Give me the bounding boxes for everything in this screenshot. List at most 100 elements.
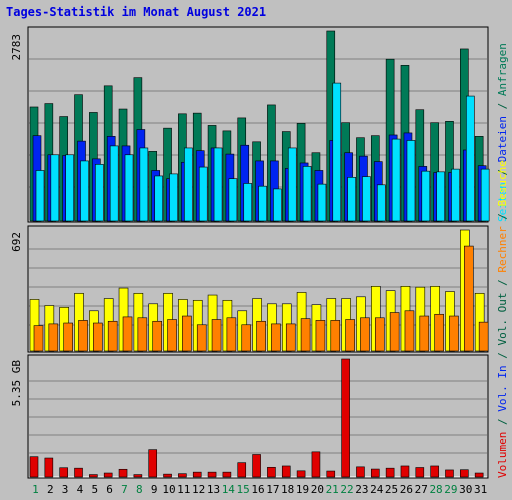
bar-rechner-day-17 bbox=[271, 323, 281, 352]
bar-rechner-day-12 bbox=[196, 324, 207, 352]
bar-seiten-day-14 bbox=[228, 178, 238, 222]
bar-seiten-day-29 bbox=[451, 168, 460, 222]
bar-seiten-day-16 bbox=[258, 185, 267, 222]
xtick-day-13: 13 bbox=[207, 483, 220, 496]
bar-volumen-day-31 bbox=[474, 472, 484, 478]
bar-volumen-day-8 bbox=[133, 474, 143, 478]
bar-volumen-day-2 bbox=[44, 457, 54, 478]
bar-volumen-day-29 bbox=[445, 469, 454, 478]
lower-legend: Volumen / Vol. In / Vol. Out / Rechner /… bbox=[496, 160, 509, 478]
bar-rechner-day-30 bbox=[464, 245, 474, 352]
bar-seiten-day-28 bbox=[436, 171, 445, 222]
legend-entry-8: Besuche bbox=[496, 160, 509, 206]
bar-volumen-day-7 bbox=[118, 468, 128, 478]
xtick-day-2: 2 bbox=[47, 483, 54, 496]
bar-seiten-day-27 bbox=[421, 170, 431, 222]
xtick-day-23: 23 bbox=[355, 483, 368, 496]
bar-rechner-day-13 bbox=[211, 319, 222, 352]
bar-rechner-day-14 bbox=[226, 317, 237, 352]
bar-rechner-day-9 bbox=[152, 320, 163, 352]
legend-entry-1: / bbox=[496, 412, 509, 432]
bar-seiten-day-5 bbox=[95, 164, 104, 222]
legend-entry-0: Volumen bbox=[496, 432, 509, 478]
legend-entry-2: Vol. In bbox=[496, 365, 509, 411]
xtick-day-7: 7 bbox=[121, 483, 128, 496]
legend-entry-0: Seiten bbox=[496, 182, 509, 222]
bar-seiten-day-24 bbox=[376, 184, 386, 222]
xtick-day-26: 26 bbox=[400, 483, 413, 496]
legend-entry-4: Anfragen bbox=[496, 43, 509, 96]
bar-volumen-day-19 bbox=[296, 470, 306, 478]
xtick-day-14: 14 bbox=[222, 483, 236, 496]
bar-rechner-day-10 bbox=[167, 319, 177, 352]
bar-volumen-day-5 bbox=[89, 474, 98, 478]
bar-seiten-day-30 bbox=[466, 95, 475, 222]
bar-seiten-day-9 bbox=[154, 175, 164, 222]
top-ytick-label: 2783 bbox=[10, 34, 23, 61]
bar-seiten-day-31 bbox=[480, 168, 490, 222]
xtick-day-12: 12 bbox=[192, 483, 205, 496]
panel-bottom bbox=[27, 354, 489, 479]
bar-seiten-day-21 bbox=[332, 82, 342, 222]
bar-volumen-day-18 bbox=[281, 465, 291, 478]
bar-rechner-day-23 bbox=[360, 317, 370, 352]
xtick-day-19: 19 bbox=[296, 483, 309, 496]
chart-title: Tages-Statistik im Monat August 2021 bbox=[6, 5, 266, 19]
bar-seiten-day-10 bbox=[169, 173, 178, 222]
bar-seiten-day-26 bbox=[406, 140, 416, 222]
legend-entry-2: Dateien bbox=[496, 116, 509, 162]
bar-rechner-day-6 bbox=[107, 320, 118, 352]
bar-seiten-day-25 bbox=[391, 138, 401, 222]
legend-entry-3: / bbox=[496, 96, 509, 116]
bar-seiten-day-4 bbox=[80, 160, 89, 222]
bar-rechner-day-26 bbox=[404, 310, 415, 352]
bar-seiten-day-7 bbox=[124, 154, 134, 222]
bar-volumen-day-15 bbox=[237, 462, 247, 478]
bar-volumen-day-26 bbox=[400, 465, 410, 478]
bar-rechner-day-29 bbox=[449, 315, 459, 352]
xtick-day-29: 29 bbox=[444, 483, 457, 496]
bar-seiten-day-11 bbox=[184, 147, 193, 222]
bar-rechner-day-20 bbox=[315, 320, 326, 352]
bar-volumen-day-4 bbox=[74, 467, 83, 478]
bar-volumen-day-14 bbox=[222, 471, 232, 478]
bar-rechner-day-19 bbox=[300, 318, 311, 352]
upper-legend: Seiten / Dateien / Anfragen bbox=[496, 43, 509, 222]
bar-seiten-day-19 bbox=[302, 166, 312, 222]
bar-volumen-day-25 bbox=[385, 467, 395, 478]
bar-volumen-day-9 bbox=[148, 449, 158, 478]
bar-seiten-day-17 bbox=[273, 188, 282, 222]
bar-seiten-day-20 bbox=[317, 183, 327, 222]
bar-volumen-day-13 bbox=[207, 471, 217, 478]
bar-volumen-day-6 bbox=[103, 472, 113, 478]
xtick-day-4: 4 bbox=[77, 483, 84, 496]
xtick-day-8: 8 bbox=[136, 483, 143, 496]
bar-volumen-day-23 bbox=[356, 466, 365, 478]
xtick-day-15: 15 bbox=[237, 483, 250, 496]
bar-rechner-day-5 bbox=[93, 322, 103, 352]
bar-volumen-day-10 bbox=[163, 473, 172, 478]
legend-entry-5: / bbox=[496, 273, 509, 293]
bar-volumen-day-17 bbox=[267, 466, 276, 478]
bar-rechner-day-1 bbox=[33, 325, 44, 352]
bar-seiten-day-13 bbox=[213, 147, 223, 222]
bar-rechner-day-27 bbox=[419, 315, 430, 352]
xtick-day-6: 6 bbox=[106, 483, 113, 496]
xtick-day-21: 21 bbox=[326, 483, 339, 496]
bar-volumen-day-20 bbox=[311, 451, 321, 478]
xtick-day-20: 20 bbox=[311, 483, 324, 496]
bar-seiten-day-12 bbox=[198, 166, 208, 222]
legend-entry-1: / bbox=[496, 162, 509, 182]
xtick-day-17: 17 bbox=[266, 483, 279, 496]
bar-rechner-day-16 bbox=[256, 320, 266, 352]
bar-rechner-day-11 bbox=[182, 315, 192, 352]
xtick-day-25: 25 bbox=[385, 483, 398, 496]
xtick-day-1: 1 bbox=[32, 483, 39, 496]
xtick-day-3: 3 bbox=[62, 483, 69, 496]
xtick-day-9: 9 bbox=[151, 483, 158, 496]
bar-volumen-day-12 bbox=[192, 471, 202, 478]
bar-rechner-day-31 bbox=[478, 321, 489, 352]
xtick-day-24: 24 bbox=[370, 483, 384, 496]
bar-seiten-day-8 bbox=[139, 147, 149, 222]
bar-seiten-day-2 bbox=[50, 154, 60, 222]
